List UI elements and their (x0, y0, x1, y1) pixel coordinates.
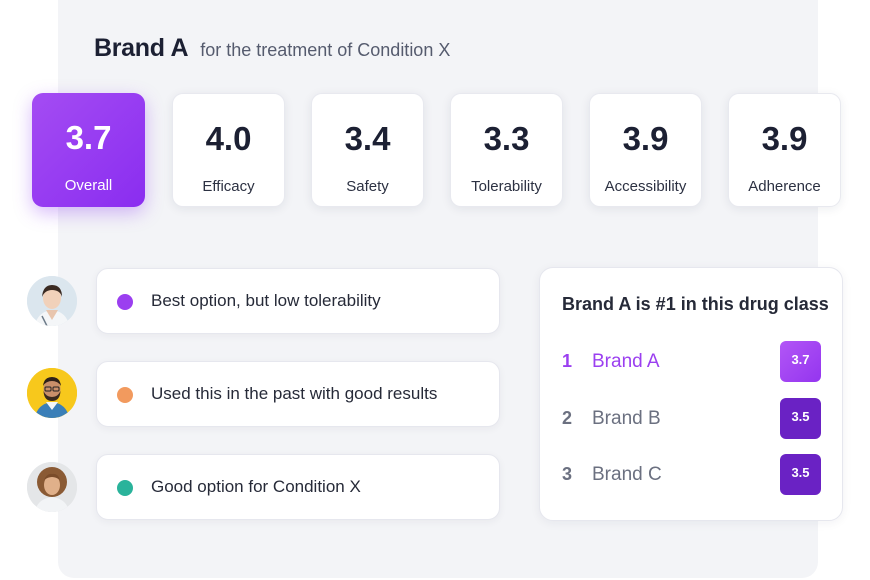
score-value: 3.9 (761, 120, 808, 157)
rank-brand-name: Brand C (592, 464, 662, 485)
score-value: 3.3 (483, 120, 530, 157)
score-label: Overall (64, 177, 113, 194)
score-label: Adherence (748, 178, 821, 195)
comment-card: Used this in the past with good results (96, 361, 500, 427)
score-label: Accessibility (604, 178, 687, 195)
rank-score-badge: 3.7 (780, 341, 821, 382)
score-card-safety[interactable]: 3.4 Safety (311, 93, 424, 207)
ranking-card: Brand A is #1 in this drug class 1 Brand… (539, 267, 843, 521)
rank-number: 3 (562, 464, 573, 484)
teal-dot-icon (117, 480, 133, 496)
purple-dot-icon (117, 294, 133, 310)
avatar-man-doctor (27, 368, 77, 418)
ranking-row[interactable]: 2 Brand B 3.5 (540, 398, 842, 440)
rank-score-badge: 3.5 (780, 398, 821, 439)
comment-text: Good option for Condition X (151, 477, 361, 496)
orange-dot-icon (117, 387, 133, 403)
score-value: 3.7 (65, 119, 112, 156)
score-label: Safety (346, 178, 389, 195)
rank-brand-name: Brand A (592, 351, 660, 372)
ranking-row[interactable]: 1 Brand A 3.7 (540, 341, 842, 383)
rank-number: 2 (562, 408, 573, 428)
rank-brand-name: Brand B (592, 408, 661, 429)
ranking-title: Brand A is #1 in this drug class (562, 294, 829, 314)
score-card-overall[interactable]: 3.7 Overall (32, 93, 145, 207)
score-label: Tolerability (471, 178, 542, 195)
comment-text: Used this in the past with good results (151, 384, 438, 403)
comment-text: Best option, but low tolerability (151, 291, 381, 310)
comment-card: Good option for Condition X (96, 454, 500, 520)
score-value: 3.9 (622, 120, 669, 157)
score-value: 4.0 (205, 120, 252, 157)
score-value: 3.4 (344, 120, 391, 157)
page-title: Brand A (94, 34, 189, 62)
score-card-efficacy[interactable]: 4.0 Efficacy (172, 93, 285, 207)
avatar-woman-doctor (27, 276, 77, 326)
rank-score-badge: 3.5 (780, 454, 821, 495)
score-card-accessibility[interactable]: 3.9 Accessibility (589, 93, 702, 207)
score-label: Efficacy (202, 178, 255, 195)
ranking-row[interactable]: 3 Brand C 3.5 (540, 454, 842, 496)
comment-card: Best option, but low tolerability (96, 268, 500, 334)
page-header: Brand A for the treatment of Condition X (94, 34, 450, 63)
avatar-woman-curly (27, 462, 77, 512)
score-card-adherence[interactable]: 3.9 Adherence (728, 93, 841, 207)
page-subtitle: for the treatment of Condition X (200, 40, 451, 60)
score-card-tolerability[interactable]: 3.3 Tolerability (450, 93, 563, 207)
rank-number: 1 (562, 351, 573, 371)
